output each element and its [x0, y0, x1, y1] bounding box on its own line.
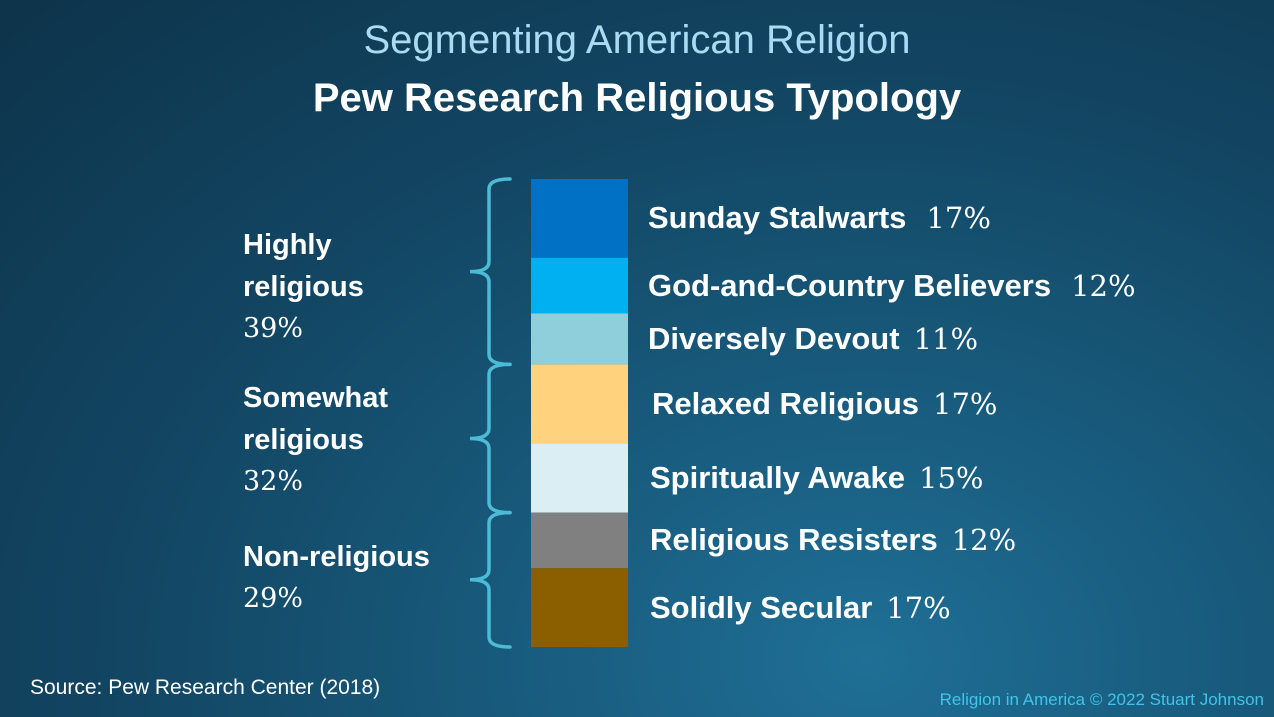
group-pct: 39%	[243, 313, 304, 344]
group-line1: Somewhat	[243, 382, 389, 414]
group-brace	[469, 510, 512, 649]
group-label-non-religious: Non-religious 29%	[243, 536, 430, 620]
group-label-somewhat-religious: Somewhat religious 32%	[243, 377, 388, 503]
segment-percent: 17%	[886, 590, 951, 625]
bar-segment-diversely-devout	[531, 313, 628, 365]
segment-label: Sunday Stalwarts 17%	[648, 200, 991, 236]
segment-percent: 15%	[919, 460, 984, 495]
group-label-highly-religious: Highly religious 39%	[243, 224, 364, 350]
group-pct: 32%	[243, 466, 304, 497]
segment-label: Religious Resisters 12%	[650, 522, 1016, 558]
segment-name: Spiritually Awake	[650, 459, 905, 495]
segment-name: Solidly Secular	[650, 589, 873, 625]
segment-name: Religious Resisters	[650, 522, 938, 558]
bar-segment-solidly-secular	[531, 568, 628, 647]
group-line1: Highly	[243, 229, 332, 261]
group-brace	[469, 362, 512, 515]
group-line1: Non-religious	[243, 541, 430, 573]
bar-segment-sunday-stalwarts	[531, 179, 628, 258]
segment-label: God-and-Country Believers 12%	[648, 268, 1136, 304]
group-line2: religious	[243, 424, 364, 456]
segment-percent: 12%	[951, 523, 1017, 558]
bar-segment-religious-resisters	[531, 512, 628, 569]
segment-label: Relaxed Religious 17%	[652, 386, 998, 422]
group-pct: 29%	[243, 583, 304, 614]
segment-percent: 17%	[926, 201, 991, 236]
segment-percent: 12%	[1071, 268, 1136, 303]
group-brace	[469, 177, 512, 367]
segment-name: Diversely Devout	[648, 320, 900, 356]
segment-label: Diversely Devout 11%	[648, 321, 978, 357]
bar-segment-spiritually-awake	[531, 443, 628, 513]
segment-name: Relaxed Religious	[652, 385, 920, 421]
segment-name: God-and-Country Believers	[648, 267, 1052, 303]
segment-percent: 11%	[913, 321, 979, 356]
page-title: Segmenting American Religion	[363, 18, 911, 62]
bar-segment-god-and-country-believers	[531, 257, 628, 314]
segment-label: Spiritually Awake 15%	[650, 460, 983, 496]
segment-label: Solidly Secular 17%	[650, 590, 951, 626]
source-note: Source: Pew Research Center (2018)	[30, 676, 381, 699]
segment-name: Sunday Stalwarts	[648, 200, 907, 236]
bar-segment-relaxed-religious	[531, 364, 628, 444]
chart-subtitle: Pew Research Religious Typology	[312, 76, 962, 120]
group-line2: religious	[243, 271, 364, 303]
copyright-credit: Religion in America © 2022 Stuart Johnso…	[939, 690, 1264, 709]
segment-percent: 17%	[933, 386, 998, 421]
